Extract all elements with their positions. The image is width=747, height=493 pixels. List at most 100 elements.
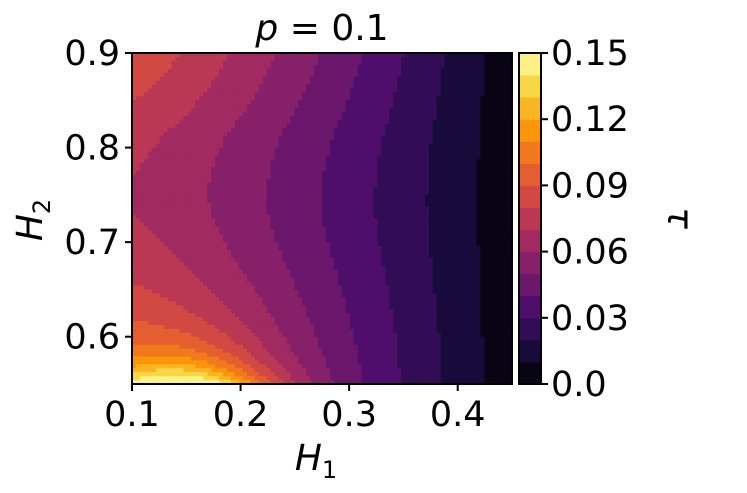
contour-cell [484, 226, 489, 231]
contour-cell [262, 190, 268, 196]
contour-cell [444, 226, 450, 231]
contour-cell [341, 56, 347, 62]
contour-cell [480, 253, 485, 259]
contour-cell [290, 250, 295, 255]
contour-cell [333, 84, 339, 90]
contour-cell [183, 68, 189, 74]
contour-cell [266, 246, 272, 251]
contour-cell [163, 127, 169, 133]
contour-cell [456, 186, 462, 192]
contour-cell [199, 183, 204, 188]
contour-cell [413, 253, 418, 259]
contour-cell [508, 238, 512, 243]
contour-cell [325, 179, 331, 184]
contour-cell [369, 198, 375, 204]
contour-cell [385, 202, 390, 208]
contour-cell [298, 206, 303, 212]
contour-cell [504, 139, 509, 145]
contour-cell [175, 84, 181, 90]
contour-cell [163, 171, 169, 176]
contour-cell [314, 190, 319, 196]
contour-cell [238, 68, 244, 74]
contour-cell [508, 143, 512, 149]
contour-cell [302, 64, 307, 70]
contour-cell [234, 253, 240, 259]
contour-cell [413, 80, 418, 86]
contour-cell [318, 163, 323, 168]
contour-cell [215, 206, 220, 212]
contour-cell [373, 100, 379, 105]
contour-cell [488, 159, 493, 164]
contour-cell [401, 76, 406, 82]
contour-cell [417, 53, 422, 58]
contour-cell [389, 104, 394, 109]
contour-cell [147, 147, 153, 153]
contour-cell [397, 108, 402, 113]
contour-cell [179, 226, 185, 231]
contour-cell [456, 198, 462, 204]
contour-cell [294, 72, 299, 78]
contour-cell [389, 60, 394, 66]
contour-cell [468, 127, 474, 133]
contour-cell [250, 171, 256, 176]
contour-cell [381, 151, 386, 157]
contour-cell [132, 226, 137, 231]
contour-cell [199, 206, 204, 212]
contour-cell [175, 56, 181, 62]
contour-cell [389, 143, 394, 149]
contour-cell [500, 84, 505, 90]
contour-cell [480, 135, 485, 141]
contour-cell [444, 131, 450, 137]
contour-cell [472, 167, 477, 172]
contour-cell [413, 186, 418, 192]
contour-cell [227, 167, 232, 172]
contour-cell [223, 175, 228, 180]
contour-cell [143, 64, 149, 70]
contour-cell [254, 123, 260, 129]
contour-cell [132, 147, 137, 153]
contour-cell [345, 190, 351, 196]
contour-cell [242, 218, 248, 224]
contour-cell [436, 92, 442, 97]
contour-cell [413, 250, 418, 255]
contour-cell [381, 210, 386, 216]
contour-cell [460, 171, 466, 176]
contour-cell [484, 135, 489, 141]
contour-cell [318, 194, 323, 200]
contour-cell [274, 198, 280, 204]
contour-cell [373, 68, 379, 74]
contour-cell [325, 123, 331, 129]
contour-cell [496, 202, 501, 208]
contour-cell [488, 108, 493, 113]
contour-cell [179, 131, 185, 137]
contour-cell [377, 53, 382, 58]
contour-cell [147, 253, 153, 259]
contour-cell [246, 119, 252, 125]
contour-cell [298, 151, 303, 157]
contour-cell [468, 198, 474, 204]
contour-cell [246, 127, 252, 133]
contour-cell [227, 246, 232, 251]
contour-cell [151, 250, 157, 255]
contour-cell [476, 139, 481, 145]
contour-cell [444, 246, 450, 251]
contour-cell [504, 242, 509, 247]
contour-cell [250, 76, 256, 82]
contour-cell [480, 151, 485, 157]
contour-cell [373, 64, 379, 70]
contour-cell [476, 143, 481, 149]
contour-cell [500, 159, 505, 164]
contour-cell [428, 155, 434, 160]
contour-cell [258, 131, 264, 137]
contour-cell [322, 246, 327, 251]
contour-cell [508, 131, 512, 137]
contour-cell [234, 96, 240, 101]
contour-cell [230, 242, 236, 247]
contour-cell [468, 53, 474, 58]
contour-cell [187, 143, 192, 149]
contour-cell [444, 116, 450, 121]
contour-cell [262, 131, 268, 137]
contour-cell [365, 202, 371, 208]
contour-cell [163, 214, 169, 220]
contour-cell [290, 242, 295, 247]
